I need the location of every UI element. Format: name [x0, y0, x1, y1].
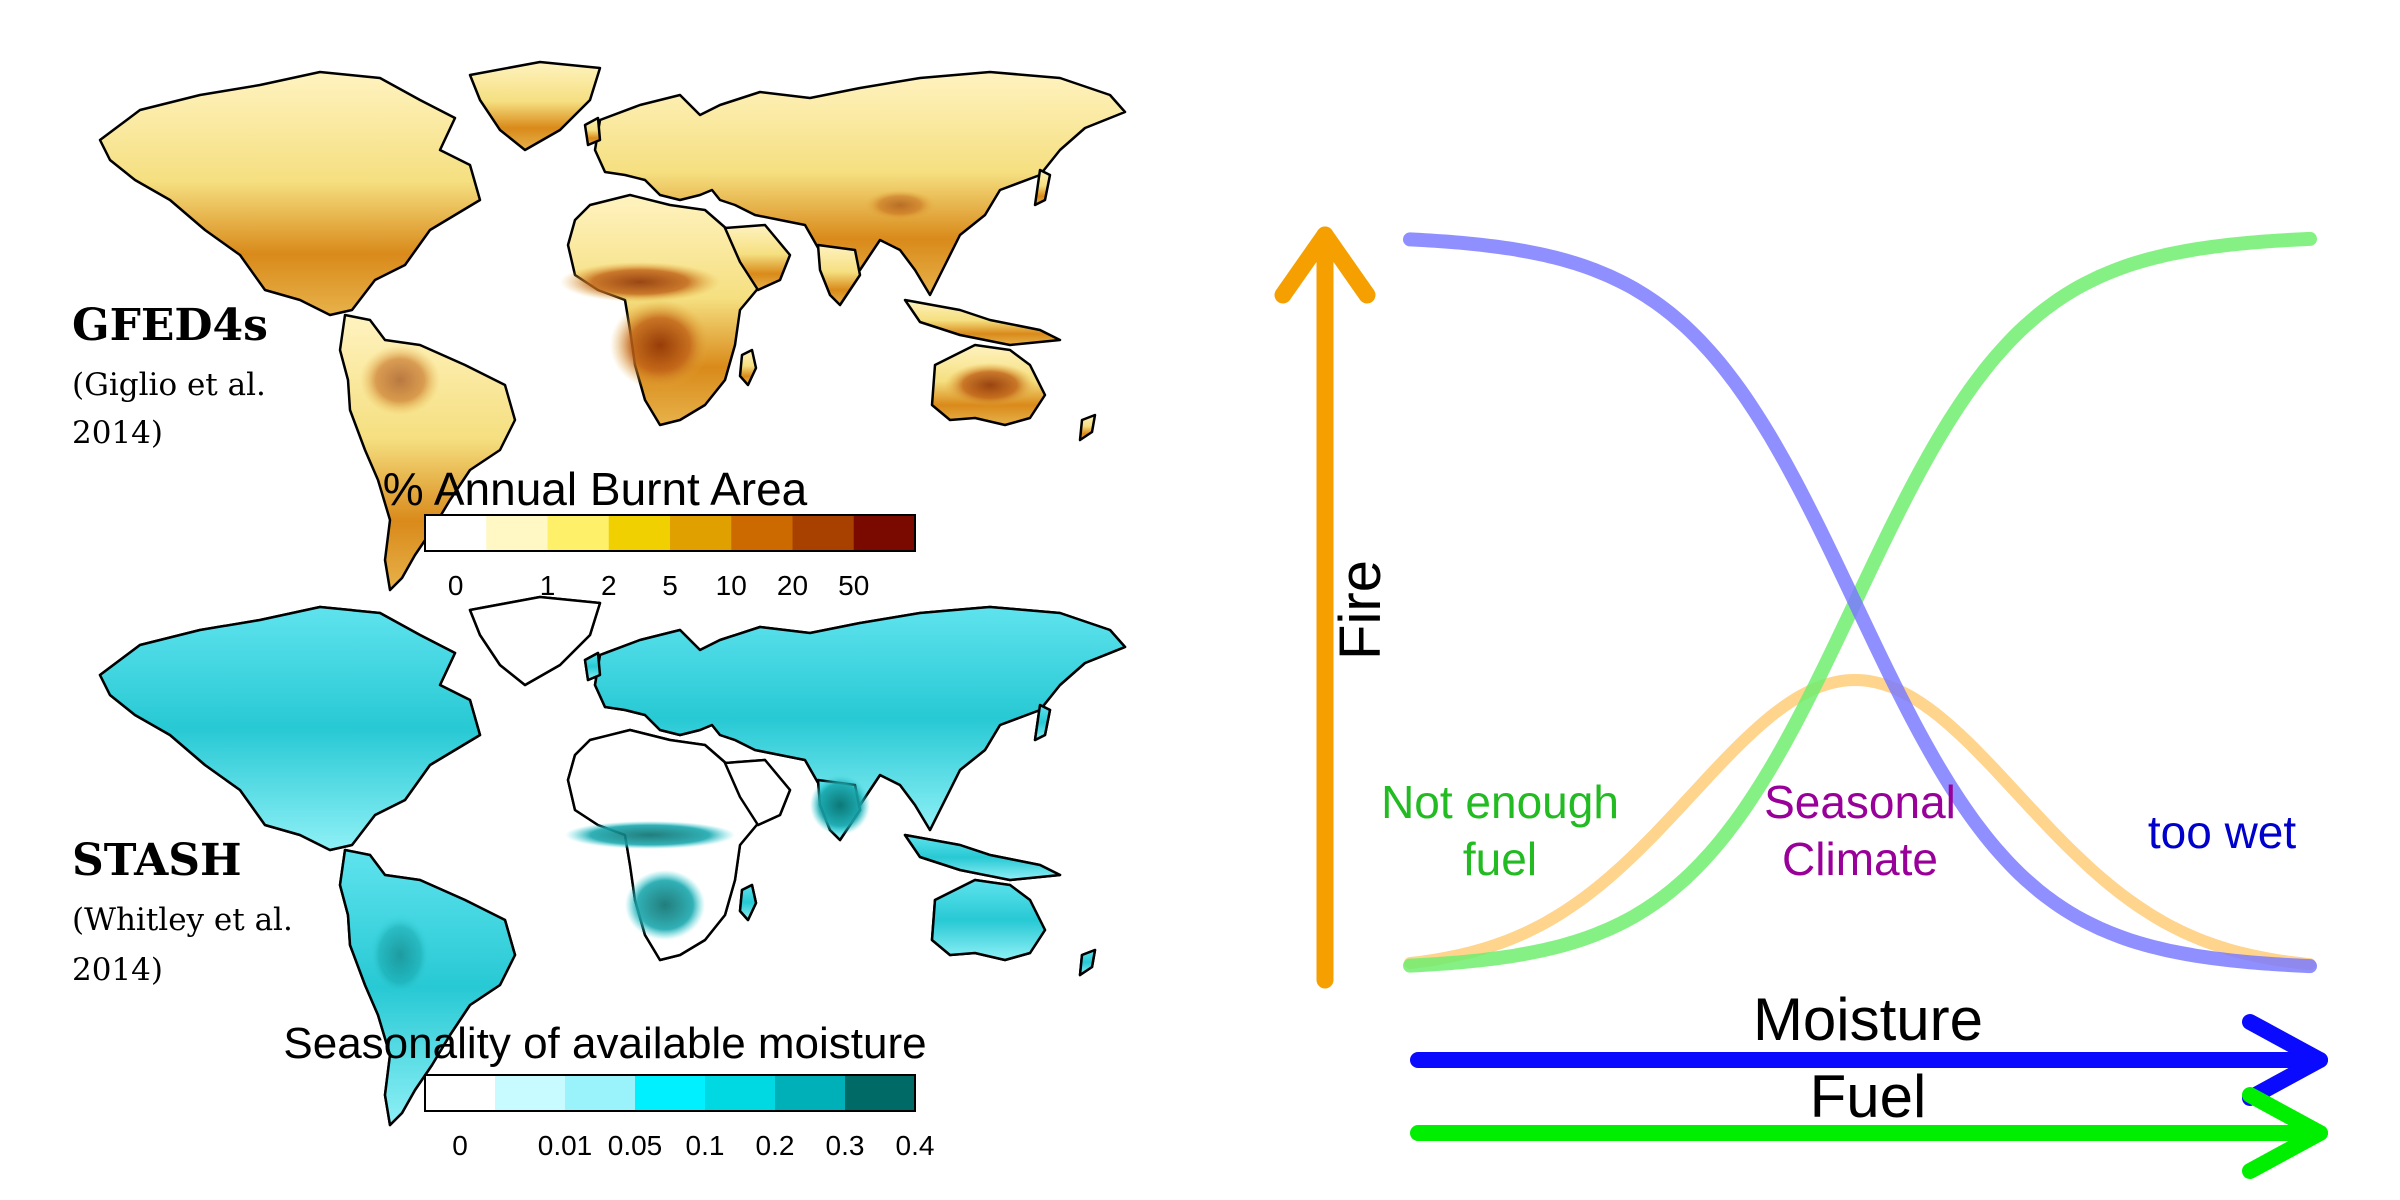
seasonal-climate-label: Seasonal: [1764, 776, 1956, 828]
moisture-map-shapes: [98, 595, 1127, 1127]
top-map-dataset-name: GFED4s: [72, 300, 268, 351]
moisture-colorbar-tick-label: 0: [452, 1130, 468, 1161]
map-madagascar: [738, 348, 758, 387]
map-southeast-asia: [903, 298, 1062, 347]
burnt-area-colorbar-tick-label: 0: [448, 570, 464, 601]
map-north-america: [98, 70, 482, 317]
bottom-legend-title: Seasonality of available moisture: [283, 1019, 926, 1068]
moisture-colorbar-frame: [424, 1074, 916, 1112]
burnt-area-colorbar-tick-label: 1: [540, 570, 556, 601]
burnt-area-colorbar-swatch: [486, 515, 548, 551]
fire-moisture-fuel-diagram: Fire Not enough fuel Seasonal Climate to…: [1274, 226, 2328, 1179]
fuel-axis-arrow: [1410, 1087, 2328, 1179]
bottom-map-citation-line2: 2014): [72, 952, 163, 988]
top-map-citation-line2: 2014): [72, 415, 163, 451]
moisture-colorbar-tick-label: 0.4: [896, 1130, 935, 1161]
seasonal-climate-label-line2: Climate: [1782, 833, 1938, 885]
burnt-area-colorbar-tick-label: 5: [662, 570, 678, 601]
moisture-colorbar-tick-label: 0.2: [756, 1130, 795, 1161]
too-wet-label: too wet: [2148, 806, 2297, 858]
burnt-area-colorbar-swatch: [731, 515, 793, 551]
burnt-area-colorbar-swatch: [547, 515, 610, 551]
bottom-map-citation-line1: (Whitley et al.: [72, 902, 293, 938]
burnt-area-colorbar-swatch: [608, 515, 671, 551]
burnt-area-colorbar-swatch: [853, 515, 916, 551]
fire-axis-label: Fire: [1328, 560, 1393, 660]
not-enough-fuel-label-line2: fuel: [1463, 833, 1537, 885]
seasonal-climate-curve: [1404, 673, 2316, 971]
fuel-curve: [1403, 231, 2317, 973]
moisture-colorbar-swatch: [565, 1075, 636, 1111]
moisture-colorbar: 0 0.01 0.05 0.1 0.2 0.3 0.4: [424, 1074, 935, 1161]
moisture-colorbar-tick-label: 0.1: [686, 1130, 725, 1161]
top-map-citation-line1: (Giglio et al.: [72, 367, 266, 403]
burnt-area-colorbar-swatch: [670, 515, 732, 551]
moisture-axis-arrow: [1410, 1014, 2328, 1106]
moisture-axis-label: Moisture: [1753, 986, 1983, 1053]
fuel-axis-label: Fuel: [1810, 1063, 1927, 1130]
moisture-colorbar-swatch: [425, 1075, 496, 1111]
map-new-zealand: [1078, 413, 1097, 442]
map-eurasia: [593, 70, 1127, 297]
burnt-area-colorbar-tick-label: 20: [777, 570, 808, 601]
moisture-colorbar-tick-label: 0.05: [608, 1130, 663, 1161]
moisture-curve: [1403, 232, 2317, 974]
fire-axis-arrow: [1274, 226, 1376, 989]
map-india: [816, 243, 862, 307]
top-legend-title: % Annual Burnt Area: [383, 463, 808, 515]
moisture-colorbar-swatch: [705, 1075, 776, 1111]
moisture-colorbar-tick-label: 0.3: [826, 1130, 865, 1161]
map-arabia: [723, 223, 792, 292]
moisture-colorbar-swatch: [775, 1075, 846, 1111]
moisture-colorbar-swatch: [845, 1075, 916, 1111]
burnt-area-colorbar: 0 1 2 5 10 20 50: [424, 514, 916, 601]
bottom-map-dataset-name: STASH: [72, 835, 242, 886]
moisture-colorbar-swatch: [495, 1075, 566, 1111]
burnt-area-colorbar-frame: [424, 514, 916, 552]
burnt-area-colorbar-swatch: [792, 515, 855, 551]
map-greenland: [468, 60, 602, 152]
burnt-area-map: [98, 60, 1127, 592]
not-enough-fuel-label: Not enough: [1381, 776, 1619, 828]
burnt-area-colorbar-swatch: [425, 515, 487, 551]
map-japan: [1033, 168, 1052, 207]
moisture-colorbar-swatch: [635, 1075, 706, 1111]
burnt-area-colorbar-tick-label: 50: [838, 570, 869, 601]
burnt-area-colorbar-tick-label: 2: [601, 570, 617, 601]
map-uk: [583, 116, 602, 147]
moisture-colorbar-tick-label: 0.01: [538, 1130, 593, 1161]
burnt-area-colorbar-tick-label: 10: [716, 570, 747, 601]
